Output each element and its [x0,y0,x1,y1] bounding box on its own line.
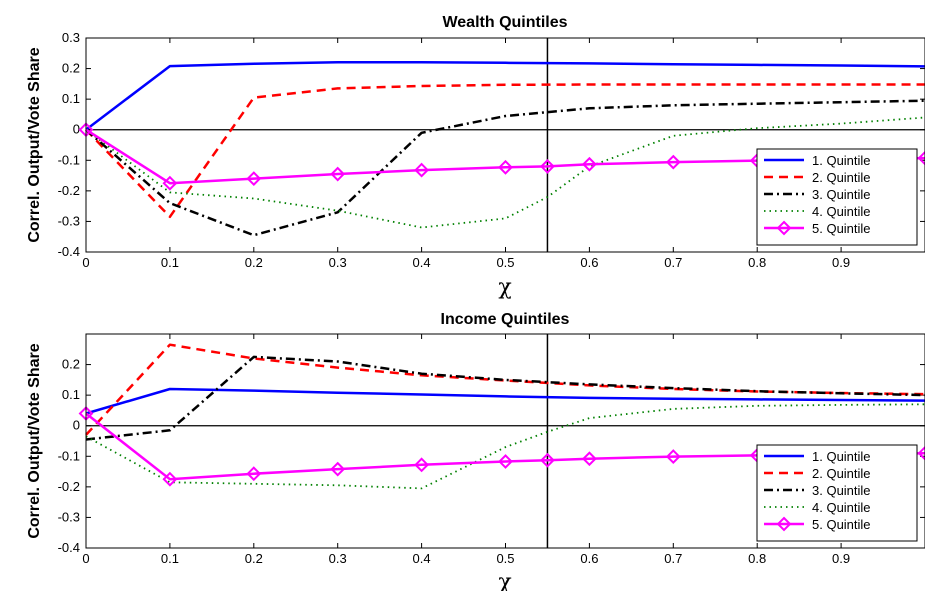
income-xtick-label: 0.2 [245,551,263,566]
wealth-ytick-label: 0.2 [62,61,80,76]
wealth-xtick-label: 0.7 [664,255,682,270]
income-chart: -0.4 -0.3 -0.2 -0.1 0 0.1 0.2 0 0.1 0.2 0.3 0.4 0.5 0… [26,311,925,595]
income-series-5-point [665,449,681,465]
wealth-xtick-label: 0.6 [580,255,598,270]
income-xtick-label: 0.8 [748,551,766,566]
income-legend-marker-5 [776,516,792,532]
wealth-series-5-point [540,158,555,174]
income-ytick-label: -0.3 [58,509,80,524]
wealth-chart: -0.4 -0.3 -0.2 -0.1 0 0.1 0.2 0.3 0 0.1 0.2 0.3 0.4 0… [26,14,925,300]
wealth-chart-title: Wealth Quintiles [442,14,567,31]
income-axes-box [85,333,925,549]
wealth-ytick-label: 0.1 [62,91,80,106]
wealth-legend: 1. Quintile 2. Quintile 3. Quintile 4. Q… [756,148,918,246]
wealth-ytick-label: 0 [73,122,80,137]
wealth-legend-label-5: 5. Quintile [812,221,871,236]
wealth-x-axis-label: χ [498,275,511,300]
income-ytick-label: -0.2 [58,479,80,494]
wealth-xtick-label: 0.8 [748,255,766,270]
wealth-xtick-label: 0.5 [496,255,514,270]
income-series-5-point [246,466,262,482]
income-series-5-point [540,452,555,468]
income-x-axis-label: χ [498,570,511,591]
wealth-series-2-line [85,83,925,219]
wealth-legend-label-3: 3. Quintile [812,187,871,202]
wealth-legend-label-2: 2. Quintile [812,170,871,185]
income-series-5-point [162,471,178,487]
wealth-axes-box [85,37,925,253]
wealth-xtick-label: 0.3 [329,255,347,270]
income-ytick-label: 0.2 [62,357,80,372]
wealth-y-axis-label: Correl. Output/Vote Share [26,47,43,242]
income-ytick-label: -0.4 [58,540,80,555]
income-series-5-point [917,445,925,461]
income-series-5-point [581,451,597,467]
wealth-xtick-label: 0 [82,255,89,270]
income-series-4-line [85,403,925,490]
wealth-ytick-label: 0.3 [62,30,80,45]
income-xtick-label: 0.6 [580,551,598,566]
wealth-series-5-point [414,162,430,178]
wealth-legend-marker-5 [776,220,792,236]
income-legend-label-4: 4. Quintile [812,500,871,515]
wealth-series-5-point [665,154,681,170]
income-xtick-label: 0.5 [496,551,514,566]
income-xtick-label: 0 [82,551,89,566]
wealth-xtick-label: 0.1 [161,255,179,270]
income-legend-label-1: 1. Quintile [812,449,871,464]
income-series-1-line [85,387,925,415]
wealth-legend-label-1: 1. Quintile [812,153,871,168]
wealth-series-1-line [85,60,925,131]
income-ytick-label: 0 [73,418,80,433]
wealth-series-5-point [498,159,513,175]
income-legend-label-5: 5. Quintile [812,517,871,532]
income-series-5-point [330,461,346,477]
income-legend: 1. Quintile 2. Quintile 3. Quintile 4. Q… [756,444,918,542]
wealth-legend-label-4: 4. Quintile [812,204,871,219]
income-legend-label-3: 3. Quintile [812,483,871,498]
income-xtick-label: 0.3 [329,551,347,566]
wealth-ytick-label: -0.2 [58,183,80,198]
wealth-series-5-point [330,166,346,182]
income-xtick-label: 0.1 [161,551,179,566]
income-chart-title: Income Quintiles [441,311,570,328]
wealth-series-5-point [162,175,178,191]
wealth-ytick-label: -0.3 [58,213,80,228]
wealth-xtick-label: 0.4 [413,255,431,270]
wealth-xtick-label: 0.2 [245,255,263,270]
wealth-ytick-label: -0.4 [58,244,80,259]
wealth-ytick-label: -0.1 [58,152,80,167]
income-y-axis-label: Correl. Output/Vote Share [26,343,43,538]
income-series-3-line [85,355,925,441]
income-xtick-label: 0.4 [413,551,431,566]
wealth-xtick-label: 0.9 [832,255,850,270]
income-legend-label-2: 2. Quintile [812,466,871,481]
income-series-5-point [414,457,430,473]
income-ytick-label: 0.1 [62,387,80,402]
wealth-series-3-line [85,99,925,237]
income-ytick-label: -0.1 [58,448,80,463]
wealth-series-5-point [581,156,597,172]
income-xtick-label: 0.7 [664,551,682,566]
wealth-series-5-point [917,150,925,166]
income-xtick-label: 0.9 [832,551,850,566]
wealth-series-5-point [246,171,262,187]
income-series-5-point [498,454,513,469]
